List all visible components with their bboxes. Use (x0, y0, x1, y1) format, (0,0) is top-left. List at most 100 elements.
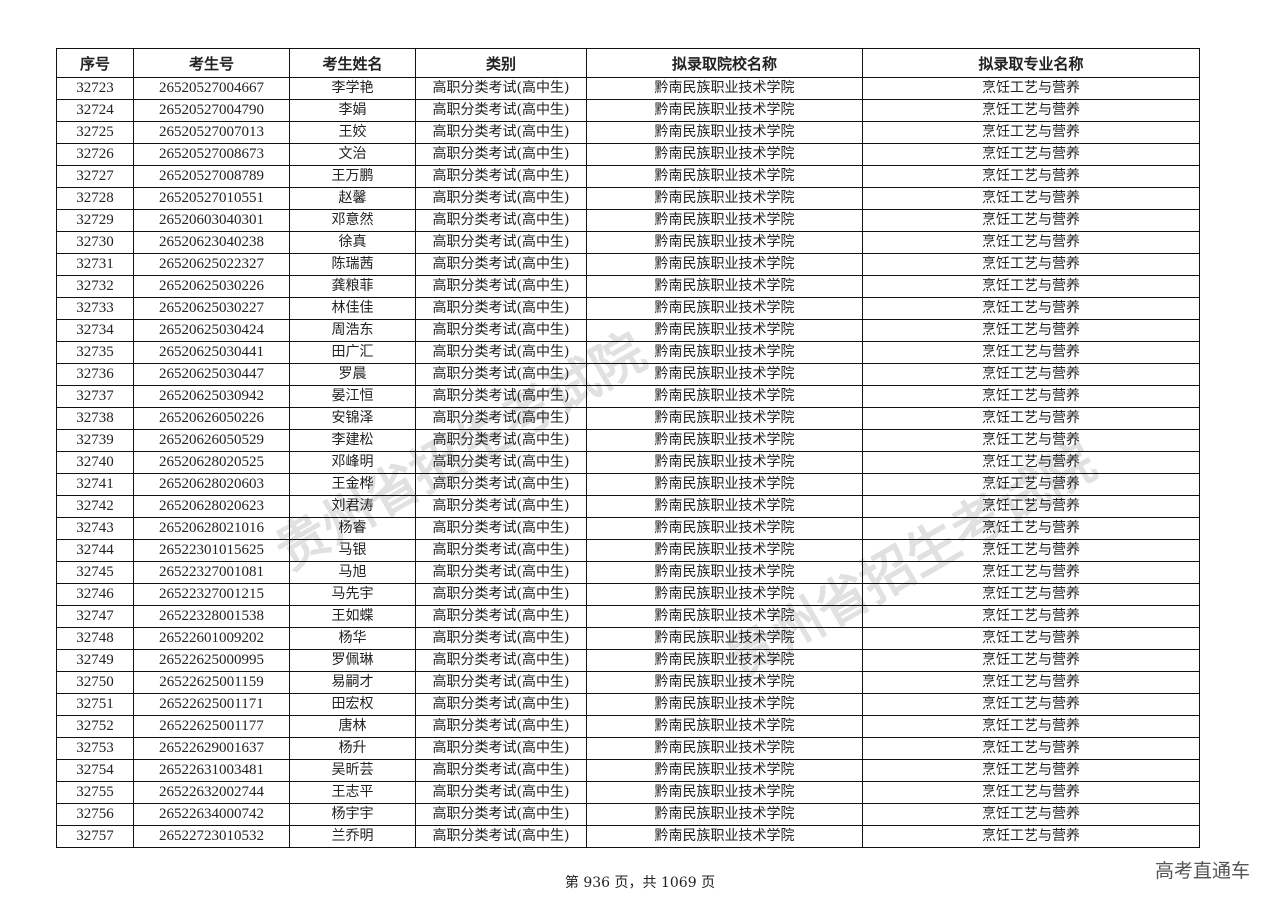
cell-major: 烹饪工艺与营养 (862, 165, 1200, 188)
table-row: 32736 26520625030447 罗晨 高职分类考试(高中生) 黔南民族职业技术… (56, 363, 1200, 386)
cell-exam-id: 26522723010532 (133, 825, 290, 848)
cell-exam-id: 26520628020525 (133, 451, 290, 474)
cell-seq: 32724 (56, 99, 134, 122)
cell-school: 黔南民族职业技术学院 (586, 605, 863, 628)
cell-major: 烹饪工艺与营养 (862, 495, 1200, 518)
cell-exam-id: 26520628020623 (133, 495, 290, 518)
cell-seq: 32726 (56, 143, 134, 166)
cell-exam-id: 26520626050226 (133, 407, 290, 430)
cell-seq: 32728 (56, 187, 134, 210)
cell-category: 高职分类考试(高中生) (415, 275, 587, 298)
table-header: 序号 考生号 考生姓名 类别 拟录取院校名称 拟录取专业名称 (56, 48, 1200, 78)
table-row: 32731 26520625022327 陈瑞茜 高职分类考试(高中生) 黔南民族职业技… (56, 253, 1200, 276)
cell-name: 唐林 (289, 715, 416, 738)
cell-category: 高职分类考试(高中生) (415, 803, 587, 826)
cell-exam-id: 26522634000742 (133, 803, 290, 826)
table-row: 32754 26522631003481 吴昕芸 高职分类考试(高中生) 黔南民族职业技… (56, 759, 1200, 782)
cell-school: 黔南民族职业技术学院 (586, 715, 863, 738)
cell-name: 徐真 (289, 231, 416, 254)
cell-name: 李娟 (289, 99, 416, 122)
cell-exam-id: 26520625022327 (133, 253, 290, 276)
cell-exam-id: 26520527010551 (133, 187, 290, 210)
cell-name: 邓意然 (289, 209, 416, 232)
cell-exam-id: 26520625030942 (133, 385, 290, 408)
cell-exam-id: 26520527008673 (133, 143, 290, 166)
table-row: 32753 26522629001637 杨升 高职分类考试(高中生) 黔南民族职业技术… (56, 737, 1200, 760)
cell-seq: 32736 (56, 363, 134, 386)
cell-major: 烹饪工艺与营养 (862, 693, 1200, 716)
cell-name: 吴昕芸 (289, 759, 416, 782)
table-row: 32737 26520625030942 晏江恒 高职分类考试(高中生) 黔南民族职业技… (56, 385, 1200, 408)
cell-major: 烹饪工艺与营养 (862, 627, 1200, 650)
cell-exam-id: 26520527008789 (133, 165, 290, 188)
cell-category: 高职分类考试(高中生) (415, 209, 587, 232)
cell-category: 高职分类考试(高中生) (415, 693, 587, 716)
cell-school: 黔南民族职业技术学院 (586, 693, 863, 716)
cell-category: 高职分类考试(高中生) (415, 121, 587, 144)
cell-school: 黔南民族职业技术学院 (586, 627, 863, 650)
cell-school: 黔南民族职业技术学院 (586, 649, 863, 672)
table-row: 32730 26520623040238 徐真 高职分类考试(高中生) 黔南民族职业技术… (56, 231, 1200, 254)
cell-school: 黔南民族职业技术学院 (586, 143, 863, 166)
cell-name: 兰乔明 (289, 825, 416, 848)
cell-seq: 32738 (56, 407, 134, 430)
cell-school: 黔南民族职业技术学院 (586, 363, 863, 386)
cell-category: 高职分类考试(高中生) (415, 253, 587, 276)
cell-school: 黔南民族职业技术学院 (586, 99, 863, 122)
cell-major: 烹饪工艺与营养 (862, 583, 1200, 606)
cell-seq: 32734 (56, 319, 134, 342)
table-row: 32745 26522327001081 马旭 高职分类考试(高中生) 黔南民族职业技术… (56, 561, 1200, 584)
cell-school: 黔南民族职业技术学院 (586, 341, 863, 364)
cell-school: 黔南民族职业技术学院 (586, 77, 863, 100)
cell-seq: 32732 (56, 275, 134, 298)
cell-school: 黔南民族职业技术学院 (586, 803, 863, 826)
cell-exam-id: 26520625030226 (133, 275, 290, 298)
table-row: 32749 26522625000995 罗佩琳 高职分类考试(高中生) 黔南民族职业技… (56, 649, 1200, 672)
cell-school: 黔南民族职业技术学院 (586, 583, 863, 606)
cell-seq: 32740 (56, 451, 134, 474)
cell-category: 高职分类考试(高中生) (415, 517, 587, 540)
cell-major: 烹饪工艺与营养 (862, 187, 1200, 210)
cell-name: 文治 (289, 143, 416, 166)
cell-category: 高职分类考试(高中生) (415, 583, 587, 606)
cell-exam-id: 26520527004667 (133, 77, 290, 100)
cell-category: 高职分类考试(高中生) (415, 77, 587, 100)
cell-category: 高职分类考试(高中生) (415, 341, 587, 364)
cell-name: 易嗣才 (289, 671, 416, 694)
cell-exam-id: 26522327001081 (133, 561, 290, 584)
cell-name: 李学艳 (289, 77, 416, 100)
cell-major: 烹饪工艺与营养 (862, 715, 1200, 738)
cell-category: 高职分类考试(高中生) (415, 99, 587, 122)
cell-major: 烹饪工艺与营养 (862, 825, 1200, 848)
table-row: 32744 26522301015625 马银 高职分类考试(高中生) 黔南民族职业技术… (56, 539, 1200, 562)
cell-name: 田宏权 (289, 693, 416, 716)
header-seq: 序号 (56, 48, 134, 78)
cell-school: 黔南民族职业技术学院 (586, 297, 863, 320)
cell-school: 黔南民族职业技术学院 (586, 451, 863, 474)
cell-name: 杨升 (289, 737, 416, 760)
cell-name: 安锦泽 (289, 407, 416, 430)
cell-school: 黔南民族职业技术学院 (586, 517, 863, 540)
cell-seq: 32744 (56, 539, 134, 562)
cell-major: 烹饪工艺与营养 (862, 671, 1200, 694)
cell-school: 黔南民族职业技术学院 (586, 275, 863, 298)
table-row: 32726 26520527008673 文治 高职分类考试(高中生) 黔南民族职业技术… (56, 143, 1200, 166)
cell-name: 李建松 (289, 429, 416, 452)
cell-exam-id: 26520603040301 (133, 209, 290, 232)
cell-category: 高职分类考试(高中生) (415, 297, 587, 320)
cell-name: 龚粮菲 (289, 275, 416, 298)
cell-major: 烹饪工艺与营养 (862, 605, 1200, 628)
cell-major: 烹饪工艺与营养 (862, 341, 1200, 364)
cell-name: 王万鹏 (289, 165, 416, 188)
cell-major: 烹饪工艺与营养 (862, 429, 1200, 452)
cell-major: 烹饪工艺与营养 (862, 781, 1200, 804)
cell-seq: 32737 (56, 385, 134, 408)
cell-category: 高职分类考试(高中生) (415, 561, 587, 584)
cell-exam-id: 26522629001637 (133, 737, 290, 760)
cell-seq: 32725 (56, 121, 134, 144)
table-row: 32747 26522328001538 王如蝶 高职分类考试(高中生) 黔南民族职业技… (56, 605, 1200, 628)
cell-seq: 32751 (56, 693, 134, 716)
cell-name: 罗佩琳 (289, 649, 416, 672)
admission-table: 序号 考生号 考生姓名 类别 拟录取院校名称 拟录取专业名称 32723 265205270… (56, 48, 1200, 848)
cell-school: 黔南民族职业技术学院 (586, 407, 863, 430)
